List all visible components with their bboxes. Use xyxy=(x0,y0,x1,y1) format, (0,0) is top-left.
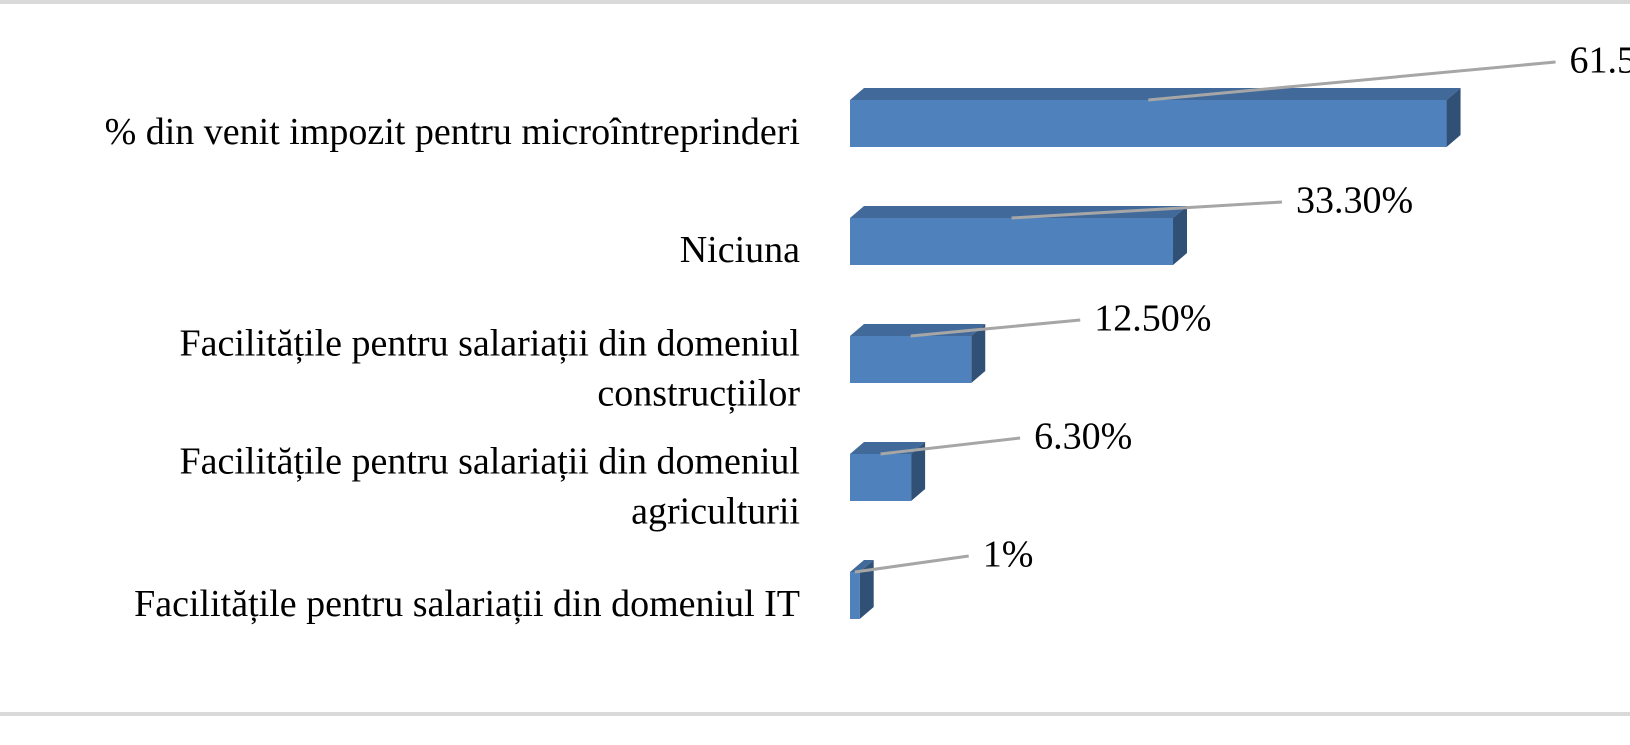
leader-line xyxy=(880,436,1021,456)
data-label: 61.50% xyxy=(1570,40,1630,82)
leader-line xyxy=(1011,200,1283,220)
category-label: % din venit impozit pentru microîntrepri… xyxy=(105,111,800,153)
data-label: 33.30% xyxy=(1296,180,1413,222)
category-label: Niciuna xyxy=(680,229,800,271)
bar-side xyxy=(1173,206,1188,265)
bar-side xyxy=(1446,88,1461,147)
data-label: 12.50% xyxy=(1094,298,1211,340)
category-label: Facilitățile pentru salariații din domen… xyxy=(179,322,800,414)
leader-line xyxy=(854,554,969,574)
bar-top xyxy=(850,560,874,572)
leader-line xyxy=(910,318,1081,338)
bar-side xyxy=(911,442,926,501)
data-label: 6.30% xyxy=(1034,416,1132,458)
data-label: 1% xyxy=(983,534,1034,576)
top-border xyxy=(0,0,1630,4)
bar-top xyxy=(850,206,1188,218)
leader-line xyxy=(1148,60,1556,102)
bar xyxy=(850,572,860,619)
category-label: Facilitățile pentru salariații din domen… xyxy=(134,583,800,625)
bar xyxy=(850,336,972,383)
bar xyxy=(850,454,912,501)
category-label: Facilitățile pentru salariații din domen… xyxy=(179,440,800,532)
bottom-border xyxy=(0,712,1630,716)
bar-side xyxy=(971,324,986,383)
bar xyxy=(850,218,1174,265)
bar xyxy=(850,100,1447,147)
bar-top xyxy=(850,88,1461,100)
bar-side xyxy=(859,560,874,619)
